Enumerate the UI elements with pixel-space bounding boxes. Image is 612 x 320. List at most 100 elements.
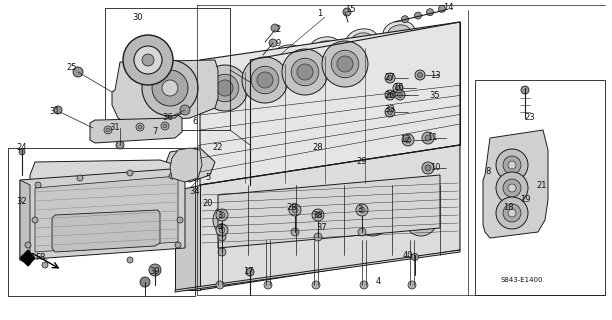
Circle shape [297, 64, 313, 80]
Circle shape [309, 204, 341, 236]
Circle shape [77, 175, 83, 181]
Text: 5: 5 [206, 173, 211, 182]
Circle shape [106, 128, 110, 132]
Polygon shape [175, 185, 200, 290]
Text: 34: 34 [190, 188, 200, 196]
Circle shape [175, 242, 181, 248]
Circle shape [312, 209, 324, 221]
Circle shape [142, 60, 198, 116]
Text: 33: 33 [384, 106, 395, 115]
Circle shape [271, 24, 279, 32]
Circle shape [503, 179, 521, 197]
Circle shape [219, 227, 225, 233]
Polygon shape [218, 175, 440, 248]
Circle shape [417, 73, 422, 77]
Text: 9: 9 [275, 38, 281, 47]
Circle shape [427, 9, 433, 16]
Circle shape [211, 74, 239, 102]
Text: 4: 4 [217, 223, 223, 233]
Circle shape [268, 211, 286, 229]
Bar [8, 148, 195, 296]
Polygon shape [20, 168, 185, 260]
Text: 30: 30 [133, 13, 143, 22]
Circle shape [331, 50, 359, 78]
Polygon shape [30, 160, 185, 180]
Text: 23: 23 [524, 114, 536, 123]
Text: 10: 10 [430, 164, 440, 172]
Ellipse shape [346, 29, 378, 51]
Circle shape [161, 122, 169, 130]
Circle shape [246, 268, 254, 276]
Circle shape [315, 212, 321, 218]
Text: 28: 28 [313, 143, 323, 153]
Circle shape [140, 277, 150, 287]
Polygon shape [112, 60, 218, 122]
Text: 20: 20 [203, 199, 213, 209]
Circle shape [508, 161, 516, 169]
Text: 21: 21 [537, 180, 547, 189]
Circle shape [360, 281, 368, 289]
Text: 13: 13 [430, 70, 440, 79]
Circle shape [42, 262, 48, 268]
Text: 31: 31 [110, 124, 121, 132]
Circle shape [180, 105, 190, 115]
Circle shape [251, 66, 279, 94]
Text: 39: 39 [150, 268, 160, 276]
Circle shape [217, 80, 233, 96]
Polygon shape [200, 60, 250, 185]
Text: 7: 7 [152, 127, 158, 137]
Text: FR.: FR. [35, 253, 48, 262]
Polygon shape [90, 115, 182, 143]
Polygon shape [35, 176, 178, 252]
Text: 36: 36 [163, 114, 173, 123]
Text: 3: 3 [217, 211, 223, 220]
Circle shape [169, 173, 175, 179]
Ellipse shape [314, 41, 336, 55]
Circle shape [32, 217, 38, 223]
Circle shape [439, 5, 446, 12]
Circle shape [387, 92, 392, 98]
Text: S843-E1400: S843-E1400 [501, 277, 543, 283]
Circle shape [242, 57, 288, 103]
Text: 31: 31 [50, 108, 61, 116]
Text: 24: 24 [17, 143, 28, 153]
Circle shape [496, 197, 528, 229]
Circle shape [337, 56, 353, 72]
Text: 17: 17 [243, 268, 253, 276]
Circle shape [405, 137, 411, 143]
Circle shape [282, 49, 328, 95]
Text: 32: 32 [17, 197, 28, 206]
Text: 15: 15 [345, 5, 355, 14]
Circle shape [220, 211, 238, 229]
Circle shape [414, 12, 422, 19]
Circle shape [496, 172, 528, 204]
Circle shape [73, 67, 83, 77]
Polygon shape [170, 148, 202, 182]
Text: 3: 3 [357, 205, 363, 214]
Circle shape [289, 204, 301, 216]
Circle shape [162, 80, 178, 96]
Circle shape [127, 257, 133, 263]
Circle shape [257, 72, 273, 88]
Circle shape [123, 35, 173, 85]
Circle shape [291, 228, 299, 236]
Text: 37: 37 [316, 223, 327, 233]
Text: 35: 35 [430, 91, 440, 100]
Circle shape [521, 86, 529, 94]
Circle shape [116, 141, 124, 149]
Polygon shape [200, 145, 460, 290]
Ellipse shape [351, 33, 373, 47]
Circle shape [138, 125, 142, 129]
Ellipse shape [309, 37, 341, 59]
Circle shape [218, 233, 226, 241]
Circle shape [364, 211, 382, 229]
Circle shape [395, 90, 405, 100]
Polygon shape [175, 250, 460, 292]
Circle shape [387, 76, 392, 81]
Ellipse shape [272, 45, 304, 67]
Circle shape [264, 281, 272, 289]
Circle shape [314, 233, 322, 241]
Circle shape [213, 204, 245, 236]
Text: 6: 6 [192, 117, 198, 126]
Circle shape [202, 65, 248, 111]
